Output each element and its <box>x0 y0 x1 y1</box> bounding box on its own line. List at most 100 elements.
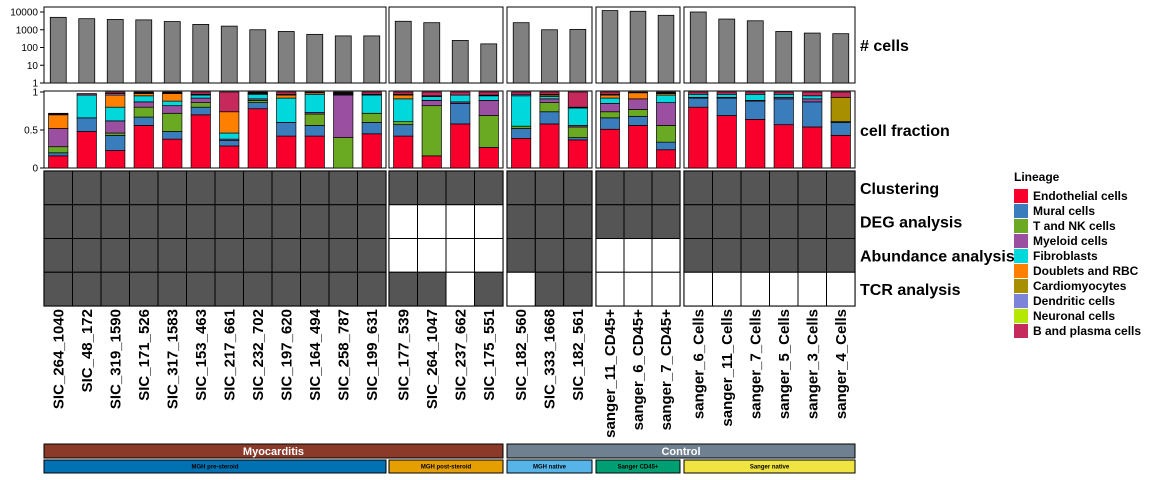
matrix-cell <box>417 271 447 307</box>
fraction-segment <box>628 91 648 94</box>
fraction-segment <box>600 128 620 169</box>
fraction-panel-frame <box>388 90 504 169</box>
group-band <box>388 459 504 474</box>
fraction-segment <box>802 101 823 128</box>
fraction-segment <box>688 97 709 108</box>
fraction-segment <box>567 126 588 138</box>
matrix-cell <box>445 238 475 273</box>
fraction-segment <box>162 138 183 169</box>
matrix-cell <box>534 204 565 239</box>
sample-label: SIC_48_172 <box>79 309 96 392</box>
fraction-tick-label: 0 <box>32 164 38 175</box>
fraction-segment <box>600 111 620 119</box>
fraction-segment <box>802 95 823 100</box>
fraction-segment <box>361 112 382 123</box>
fraction-segment <box>393 124 414 137</box>
fraction-segment <box>333 137 354 169</box>
matrix-cell <box>506 271 536 307</box>
matrix-cell <box>474 204 504 239</box>
fraction-segment <box>133 106 154 118</box>
fraction-segment <box>656 149 676 169</box>
matrix-cell <box>271 238 301 273</box>
sample-label: sanger_11_Cells <box>719 309 736 427</box>
fraction-segment <box>567 107 588 126</box>
sample-label: sanger_6_Cells <box>690 309 707 419</box>
fraction-segment <box>745 91 766 95</box>
sample-label: SIC_182_561 <box>570 309 587 401</box>
cell-count-bar <box>78 18 96 84</box>
fraction-segment <box>539 98 560 103</box>
sample-label: sanger_4_Cells <box>833 309 850 419</box>
fraction-segment <box>830 91 851 98</box>
sample-label: SIC_317_1583 <box>164 309 181 409</box>
fraction-segment <box>48 152 69 157</box>
matrix-cell <box>563 204 593 239</box>
matrix-cell <box>328 271 358 307</box>
matrix-cell <box>243 170 273 206</box>
matrix-cell <box>43 238 73 273</box>
cell-count-bar <box>657 14 675 84</box>
matrix-cell <box>417 204 447 239</box>
sample-label: SIC_153_463 <box>193 309 210 401</box>
sample-label: SIC_197_620 <box>278 309 295 401</box>
cell-count-bar <box>718 18 736 84</box>
fraction-segment <box>745 119 766 169</box>
matrix-cell <box>300 204 330 239</box>
legend-swatch <box>1014 324 1028 338</box>
fraction-segment <box>539 91 560 95</box>
label-layer: 10000 1000 100 10 1 # cells 1 0.5 0 cell fraction… <box>10 8 1015 471</box>
legend-swatch <box>1014 189 1028 203</box>
sample-label: SIC_319_1590 <box>107 309 124 409</box>
matrix-cell <box>100 170 130 206</box>
cell-count-bar <box>832 33 850 84</box>
legend-label: B and plasma cells <box>1033 324 1141 338</box>
group-label: Sanger native <box>750 465 790 471</box>
matrix-cell <box>712 238 742 273</box>
fraction-segment <box>421 96 442 101</box>
legend-label: Neuronal cells <box>1033 309 1115 323</box>
matrix-cell <box>474 170 504 206</box>
fraction-segment <box>600 103 620 113</box>
count-tick-label: 10000 <box>10 8 38 19</box>
matrix-cell <box>357 271 387 307</box>
matrix-cell <box>214 170 244 206</box>
condition-band <box>43 443 504 459</box>
fraction-segment <box>333 94 354 138</box>
sample-label: SIC_199_631 <box>364 309 381 401</box>
matrix-cell <box>186 238 216 273</box>
fraction-segment <box>688 106 709 169</box>
fraction-segment <box>190 94 211 99</box>
sample-label: sanger_11_CD45+ <box>602 309 619 438</box>
matrix-cell <box>300 238 330 273</box>
matrix-cell <box>43 170 73 206</box>
sample-label: sanger_5_Cells <box>776 309 793 419</box>
fraction-segment <box>133 116 154 126</box>
fraction-segment <box>421 155 442 169</box>
legend-label: Doublets and RBC <box>1033 264 1139 278</box>
matrix-row-label: TCR analysis <box>860 282 961 299</box>
cell-count-bar <box>306 33 324 84</box>
fraction-segment <box>656 91 676 94</box>
fraction-segment <box>716 93 737 98</box>
fraction-tick-label: 1 <box>32 88 38 99</box>
matrix-cell <box>72 271 102 307</box>
fraction-segment <box>656 141 676 151</box>
legend-label: Endothelial cells <box>1033 189 1128 203</box>
matrix-cell <box>595 170 625 206</box>
group-band <box>43 459 387 474</box>
fraction-segment <box>421 91 442 97</box>
fraction-segment <box>628 109 648 117</box>
fraction-segment <box>450 94 471 103</box>
sample-label: sanger_7_Cells <box>747 309 764 419</box>
fraction-segment <box>567 91 588 108</box>
matrix-row-label: Clustering <box>860 181 939 198</box>
matrix-cell <box>445 271 475 307</box>
matrix-cell <box>797 238 827 273</box>
fraction-segment <box>450 103 471 125</box>
matrix-cell <box>683 238 713 273</box>
condition-label: Myocarditis <box>243 446 304 458</box>
matrix-cell <box>243 271 273 307</box>
matrix-cell <box>595 238 625 273</box>
fraction-segment <box>716 91 737 95</box>
